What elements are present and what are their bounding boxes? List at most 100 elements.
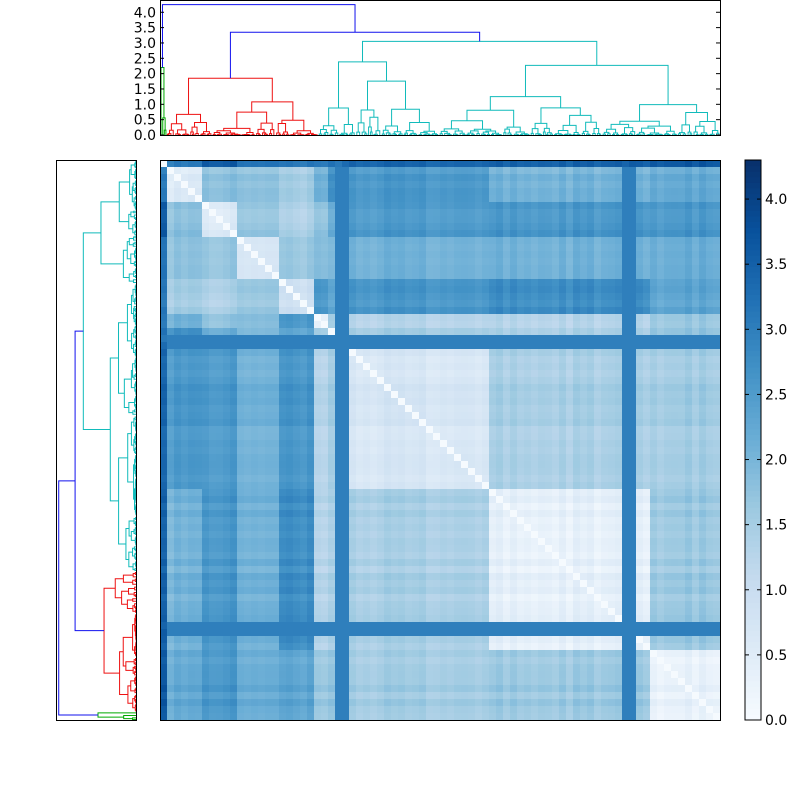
dendrogram-link-cyan	[385, 125, 398, 132]
heatmap-cell	[405, 496, 413, 504]
heatmap-cell	[321, 503, 329, 511]
heatmap-cell	[580, 531, 588, 539]
heatmap-cell	[489, 489, 497, 497]
heatmap-cell	[503, 314, 511, 322]
heatmap-cell	[202, 510, 210, 518]
heatmap-cell	[608, 489, 616, 497]
heatmap-cell	[412, 405, 420, 413]
heatmap-cell	[286, 300, 294, 308]
heatmap-cell	[461, 447, 469, 455]
heatmap-cell	[461, 293, 469, 301]
heatmap-cell	[692, 398, 700, 406]
heatmap-cell	[349, 335, 357, 343]
heatmap-cell	[608, 335, 616, 343]
heatmap-cell	[216, 489, 224, 497]
heatmap-cell	[342, 300, 350, 308]
heatmap-cell	[209, 307, 217, 315]
heatmap-cell	[356, 370, 364, 378]
heatmap-cell	[643, 447, 651, 455]
heatmap-cell	[475, 426, 483, 434]
heatmap-cell	[398, 209, 406, 217]
heatmap-cell	[167, 531, 175, 539]
heatmap-cell	[286, 384, 294, 392]
heatmap-cell	[657, 447, 665, 455]
heatmap-cell	[475, 321, 483, 329]
heatmap-cell	[258, 510, 266, 518]
heatmap-cell	[545, 188, 553, 196]
heatmap-cell	[531, 419, 539, 427]
heatmap-cell	[538, 538, 546, 546]
heatmap-cell	[272, 524, 280, 532]
heatmap-cell	[657, 398, 665, 406]
heatmap-cell	[510, 321, 518, 329]
heatmap-cell	[496, 279, 504, 287]
heatmap-cell	[545, 181, 553, 189]
heatmap-cell	[251, 328, 259, 336]
heatmap-cell	[622, 433, 630, 441]
heatmap-cell	[181, 258, 189, 266]
heatmap-cell	[349, 174, 357, 182]
heatmap-cell	[657, 335, 665, 343]
heatmap-cell	[531, 496, 539, 504]
heatmap-cell	[615, 237, 623, 245]
heatmap-cell	[671, 216, 679, 224]
heatmap-cell	[363, 174, 371, 182]
heatmap-cell	[573, 426, 581, 434]
heatmap-cell	[349, 258, 357, 266]
heatmap-cell	[433, 307, 441, 315]
heatmap-cell	[426, 531, 434, 539]
heatmap-cell	[209, 258, 217, 266]
heatmap-cell	[685, 405, 693, 413]
heatmap-cell	[440, 363, 448, 371]
heatmap-cell	[167, 419, 175, 427]
dendrogram-link-cyan	[593, 128, 600, 134]
heatmap-cell	[300, 356, 308, 364]
heatmap-cell	[167, 265, 175, 273]
heatmap-cell	[503, 370, 511, 378]
heatmap-cell	[244, 384, 252, 392]
heatmap-cell	[643, 370, 651, 378]
heatmap-cell	[279, 426, 287, 434]
heatmap-cell	[265, 461, 273, 469]
heatmap-cell	[272, 293, 280, 301]
heatmap-cell	[573, 419, 581, 427]
heatmap-cell	[349, 433, 357, 441]
heatmap-cell	[622, 223, 630, 231]
heatmap-cell	[601, 209, 609, 217]
heatmap-cell	[265, 174, 273, 182]
heatmap-cell	[440, 258, 448, 266]
heatmap-cell	[174, 447, 182, 455]
heatmap-cell	[580, 188, 588, 196]
heatmap-cell	[300, 223, 308, 231]
heatmap-cell	[433, 272, 441, 280]
heatmap-cell	[657, 517, 665, 525]
dendrogram-link-cyan	[134, 532, 136, 535]
heatmap-cell	[188, 482, 196, 490]
heatmap-cell	[468, 412, 476, 420]
heatmap-cell	[664, 307, 672, 315]
heatmap-cell	[678, 237, 686, 245]
heatmap-cell	[384, 433, 392, 441]
heatmap-cell	[496, 307, 504, 315]
heatmap-cell	[426, 293, 434, 301]
heatmap-cell	[510, 167, 518, 175]
dendrogram-link-cyan	[362, 40, 598, 66]
heatmap-cell	[300, 174, 308, 182]
heatmap-cell	[601, 195, 609, 203]
heatmap-cell	[377, 412, 385, 420]
heatmap-cell	[335, 209, 343, 217]
heatmap-cell	[678, 314, 686, 322]
heatmap-cell	[314, 307, 322, 315]
heatmap-cell	[412, 188, 420, 196]
heatmap-cell	[384, 265, 392, 273]
heatmap-cell	[636, 405, 644, 413]
heatmap-cell	[307, 426, 315, 434]
heatmap-cell	[202, 426, 210, 434]
heatmap-cell	[230, 461, 238, 469]
dendrogram-link-cyan	[118, 322, 128, 394]
heatmap-cell	[447, 181, 455, 189]
heatmap-cell	[475, 328, 483, 336]
heatmap-cell	[468, 384, 476, 392]
heatmap-cell	[419, 461, 427, 469]
heatmap-cell	[538, 398, 546, 406]
